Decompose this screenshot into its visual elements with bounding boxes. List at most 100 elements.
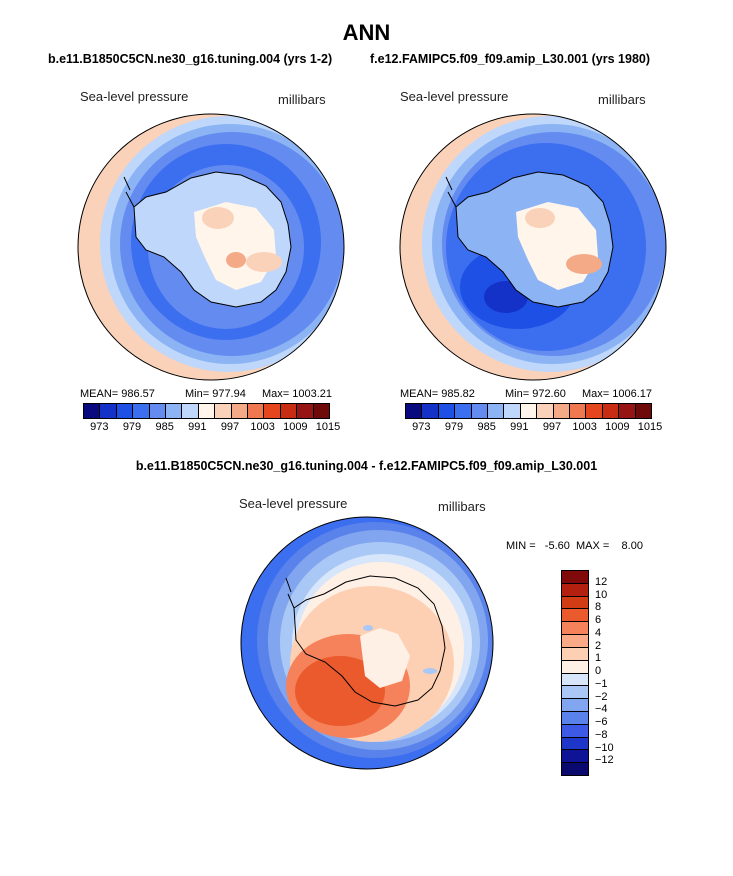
- right-polar-map: [399, 113, 667, 381]
- colorbar-tick-label: 991: [188, 421, 207, 433]
- diff-variable-label: Sea-level pressure: [239, 496, 348, 511]
- colorbar-swatch: [562, 673, 588, 687]
- colorbar-tick-label: 985: [155, 421, 174, 433]
- colorbar-swatch: [313, 404, 330, 418]
- difference-heading: b.e11.B1850C5CN.ne30_g16.tuning.004 - f.…: [135, 459, 598, 473]
- colorbar-swatch: [471, 404, 489, 418]
- right-case-heading: f.e12.FAMIPC5.f09_f09.amip_L30.001 (yrs …: [370, 52, 651, 66]
- colorbar-tick-label: 1015: [315, 421, 341, 433]
- colorbar-tick-label: −1: [595, 677, 608, 690]
- colorbar-swatch: [586, 404, 603, 418]
- colorbar-tick-label: 4: [595, 626, 602, 639]
- colorbar-swatch: [562, 647, 588, 661]
- colorbar-tick-label: −12: [595, 754, 614, 767]
- colorbar-tick-label: 1015: [637, 421, 663, 433]
- colorbar-tick-label: 973: [412, 421, 431, 433]
- colorbar-swatch: [562, 737, 588, 751]
- colorbar-swatch: [198, 404, 216, 418]
- colorbar-swatch: [116, 404, 134, 418]
- difference-polar-map: [240, 516, 494, 770]
- colorbar-tick-label: 0: [595, 665, 602, 677]
- colorbar-tick-label: 1009: [605, 421, 630, 433]
- colorbar-swatch: [562, 609, 588, 623]
- colorbar-swatch: [406, 404, 423, 418]
- colorbar-swatch: [602, 404, 620, 418]
- colorbar-swatch: [562, 635, 588, 648]
- colorbar-swatch: [504, 404, 521, 418]
- colorbar-swatch: [562, 711, 588, 725]
- colorbar-tick-label: 1009: [283, 421, 308, 433]
- colorbar-swatch: [562, 699, 588, 712]
- left-mean: MEAN= 986.57: [80, 388, 155, 400]
- colorbar-swatch: [562, 724, 588, 738]
- colorbar-swatch: [84, 404, 101, 418]
- colorbar-swatch: [100, 404, 117, 418]
- colorbar-swatch: [297, 404, 314, 418]
- colorbar-tick-label: 6: [595, 614, 602, 626]
- colorbar-tick-label: −6: [595, 716, 608, 728]
- colorbar-swatch: [133, 404, 150, 418]
- left-max: Max= 1003.21: [262, 388, 333, 400]
- colorbar-swatch: [488, 404, 505, 418]
- colorbar-swatch: [562, 571, 588, 584]
- colorbar-swatch: [438, 404, 456, 418]
- page-title: ANN: [342, 20, 391, 45]
- colorbar-tick-label: 1003: [250, 421, 275, 433]
- right-variable-label: Sea-level pressure: [400, 89, 509, 104]
- left-case-heading: b.e11.B1850C5CN.ne30_g16.tuning.004 (yrs…: [48, 52, 333, 66]
- colorbar-tick-label: −8: [595, 728, 608, 741]
- colorbar-swatch: [248, 404, 265, 418]
- colorbar-swatch: [264, 404, 281, 418]
- colorbar-swatch: [520, 404, 538, 418]
- colorbar-tick-label: −4: [595, 703, 608, 716]
- colorbar-swatch: [570, 404, 587, 418]
- diff-units-label: millibars: [438, 499, 486, 514]
- colorbar-swatch: [455, 404, 472, 418]
- colorbar-swatch: [537, 404, 554, 418]
- colorbar-tick-label: 979: [444, 421, 464, 433]
- right-mean: MEAN= 985.82: [400, 388, 475, 400]
- colorbar-swatch: [215, 404, 232, 418]
- colorbar-swatch: [562, 660, 588, 674]
- diff-minmax: MIN = -5.60 MAX = 8.00: [506, 540, 643, 552]
- colorbar-swatch: [422, 404, 439, 418]
- left-variable-label: Sea-level pressure: [80, 89, 189, 104]
- colorbar-swatch: [166, 404, 183, 418]
- colorbar-swatch: [562, 622, 588, 636]
- colorbar-swatch: [562, 750, 588, 764]
- colorbar-tick-label: −2: [595, 690, 608, 703]
- colorbar-swatch: [231, 404, 249, 418]
- colorbar-tick-label: 985: [477, 421, 496, 433]
- right-units-label: millibars: [598, 92, 646, 107]
- colorbar-tick-label: 8: [595, 601, 602, 614]
- colorbar-swatch: [280, 404, 298, 418]
- colorbar-swatch: [149, 404, 167, 418]
- colorbar-swatch: [562, 763, 588, 775]
- colorbar-tick-label: 973: [90, 421, 109, 433]
- right-min: Min= 972.60: [505, 388, 566, 400]
- colorbar-swatch: [562, 596, 588, 610]
- colorbar-tick-label: 997: [220, 421, 240, 433]
- colorbar-swatch: [562, 583, 588, 597]
- colorbar-swatch: [553, 404, 571, 418]
- colorbar-swatch: [182, 404, 199, 418]
- left-colorbar: [83, 403, 330, 419]
- colorbar-swatch: [562, 686, 588, 700]
- colorbar-tick-label: −10: [595, 741, 614, 754]
- colorbar-tick-label: 12: [595, 575, 608, 588]
- difference-colorbar: [561, 570, 589, 776]
- left-units-label: millibars: [278, 92, 326, 107]
- colorbar-tick-label: 991: [510, 421, 529, 433]
- colorbar-swatch: [619, 404, 636, 418]
- colorbar-tick-label: 1003: [572, 421, 597, 433]
- colorbar-tick-label: 2: [595, 639, 602, 652]
- colorbar-swatch: [635, 404, 652, 418]
- colorbar-tick-label: 10: [595, 588, 608, 601]
- right-max: Max= 1006.17: [582, 388, 653, 400]
- left-polar-map: [77, 113, 345, 381]
- left-min: Min= 977.94: [185, 388, 246, 400]
- right-colorbar: [405, 403, 652, 419]
- colorbar-tick-label: 979: [122, 421, 142, 433]
- colorbar-tick-label: 1: [595, 652, 602, 665]
- colorbar-tick-label: 997: [542, 421, 562, 433]
